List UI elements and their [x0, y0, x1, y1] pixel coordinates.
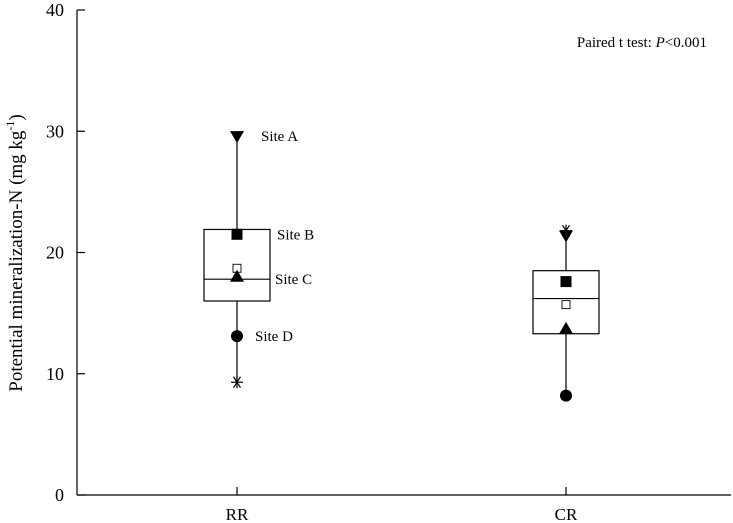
site-point-circle	[231, 330, 243, 343]
site-point-triangle-up	[230, 269, 244, 282]
annotation-p: P	[655, 35, 665, 51]
x-ticks: RR CR	[226, 487, 578, 523]
y-axis-label-close: )	[6, 114, 27, 120]
outlier-asterisk	[560, 224, 572, 237]
boxes	[203, 133, 600, 396]
y-tick-label: 20	[46, 243, 64, 263]
site-label: Site A	[261, 129, 298, 145]
y-axis-label: Potential mineralization-N (mg kg-1)	[3, 114, 27, 392]
site-point-square	[231, 228, 243, 240]
y-axis-label-sup: -1	[3, 121, 17, 131]
site-label: Site C	[275, 272, 312, 288]
y-tick-label: 40	[46, 0, 64, 20]
site-point-triangle-up	[559, 321, 573, 334]
y-tick-label: 10	[46, 364, 64, 384]
site-points	[230, 131, 573, 402]
site-point-circle	[560, 389, 572, 402]
site-point-square	[560, 276, 572, 288]
significance-annotation: Paired t test: P<0.001	[577, 35, 707, 51]
site-labels: Site A Site B Site C Site D	[255, 129, 314, 345]
site-point-triangle-down	[230, 131, 244, 144]
x-tick-label: CR	[555, 505, 578, 523]
x-tick-label: RR	[226, 505, 249, 523]
mean-marker	[561, 300, 571, 310]
y-tick-label: 0	[55, 485, 64, 505]
site-label: Site D	[255, 329, 293, 345]
annotation-prefix: Paired t test:	[577, 35, 656, 51]
annotation-value: <0.001	[665, 35, 707, 51]
y-axis-label-main: Potential mineralization-N (mg kg	[6, 130, 27, 392]
y-tick-label: 30	[46, 121, 64, 141]
y-ticks: 0 10 20 30 40	[46, 0, 85, 505]
outlier-asterisk	[231, 376, 243, 389]
site-label: Site B	[277, 227, 314, 243]
